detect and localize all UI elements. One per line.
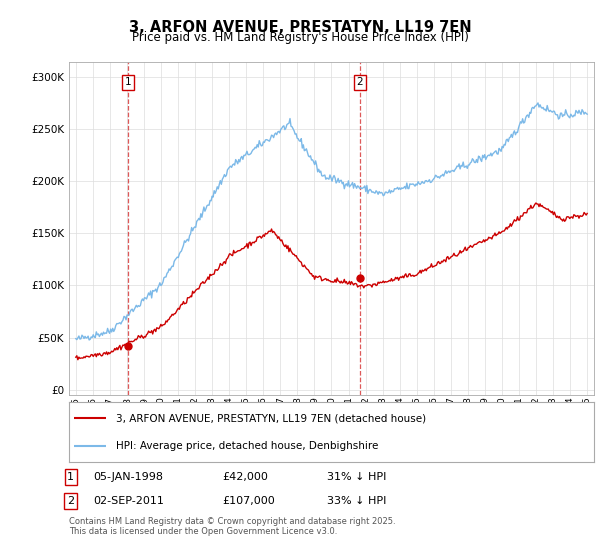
Text: 1: 1 bbox=[124, 77, 131, 87]
Text: £42,000: £42,000 bbox=[222, 472, 268, 482]
Text: Price paid vs. HM Land Registry's House Price Index (HPI): Price paid vs. HM Land Registry's House … bbox=[131, 31, 469, 44]
Text: Contains HM Land Registry data © Crown copyright and database right 2025.: Contains HM Land Registry data © Crown c… bbox=[69, 517, 395, 526]
Text: 3, ARFON AVENUE, PRESTATYN, LL19 7EN (detached house): 3, ARFON AVENUE, PRESTATYN, LL19 7EN (de… bbox=[116, 413, 427, 423]
Text: 31% ↓ HPI: 31% ↓ HPI bbox=[327, 472, 386, 482]
Text: £107,000: £107,000 bbox=[222, 496, 275, 506]
Text: HPI: Average price, detached house, Denbighshire: HPI: Average price, detached house, Denb… bbox=[116, 441, 379, 451]
Text: This data is licensed under the Open Government Licence v3.0.: This data is licensed under the Open Gov… bbox=[69, 528, 337, 536]
Text: 33% ↓ HPI: 33% ↓ HPI bbox=[327, 496, 386, 506]
Text: 05-JAN-1998: 05-JAN-1998 bbox=[93, 472, 163, 482]
Text: 3, ARFON AVENUE, PRESTATYN, LL19 7EN: 3, ARFON AVENUE, PRESTATYN, LL19 7EN bbox=[128, 20, 472, 35]
Text: 1: 1 bbox=[67, 472, 74, 482]
Text: 02-SEP-2011: 02-SEP-2011 bbox=[93, 496, 164, 506]
Text: 2: 2 bbox=[67, 496, 74, 506]
Text: 2: 2 bbox=[356, 77, 363, 87]
